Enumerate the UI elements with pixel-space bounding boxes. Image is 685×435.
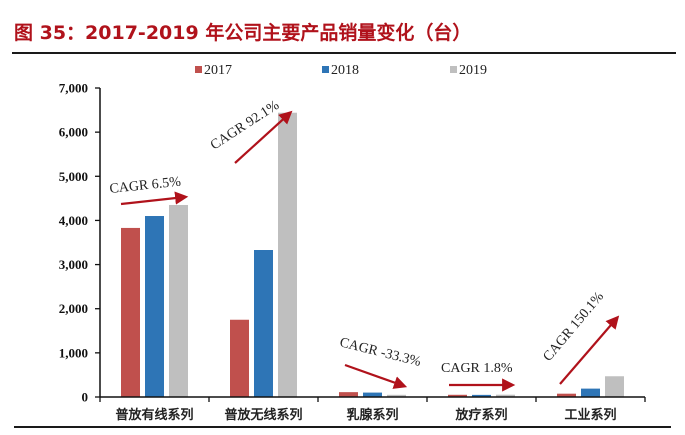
trend-arrow-icon	[234, 110, 293, 164]
trend-arrow-icon	[559, 315, 620, 385]
bar-2018	[145, 216, 164, 397]
bar-2019	[605, 376, 624, 397]
category-label: 乳腺系列	[346, 407, 398, 423]
y-tick-label: 3,000	[59, 257, 88, 272]
bar-2017	[557, 393, 576, 397]
bar-2018	[254, 250, 273, 397]
y-axis: 0 1,000 2,000 3,000 4,000 5,000 6,000 7,000	[59, 81, 101, 405]
legend-label: 2018	[331, 63, 359, 78]
bar-2019	[496, 394, 515, 397]
bottom-divider	[14, 426, 671, 428]
legend-swatch-2018	[322, 66, 329, 73]
y-tick-label: 1,000	[59, 345, 88, 360]
y-tick-label: 5,000	[59, 169, 88, 184]
bar-2017	[448, 394, 467, 397]
bar-2019	[387, 394, 406, 397]
trend-arrow-icon	[120, 191, 189, 206]
cagr-label: CAGR 92.1%	[208, 98, 282, 154]
category-label: 工业系列	[564, 407, 616, 423]
cagr-label: CAGR 1.8%	[441, 361, 513, 376]
y-tick-label: 4,000	[59, 213, 88, 228]
cagr-label: CAGR 150.1%	[541, 289, 608, 364]
y-tick-label: 2,000	[59, 301, 88, 316]
y-tick-label: 0	[82, 390, 89, 405]
bar-2019	[278, 112, 297, 397]
bar-2018	[472, 394, 491, 397]
cagr-label: CAGR -33.3%	[338, 335, 423, 370]
legend-swatch-2019	[450, 66, 457, 73]
trend-arrow-icon	[344, 363, 408, 389]
x-axis: 普放有线系列 普放无线系列 乳腺系列 放疗系列 工业系列	[99, 396, 646, 423]
legend-label: 2017	[204, 63, 232, 78]
legend-label: 2019	[459, 63, 487, 78]
y-tick-label: 6,000	[59, 125, 88, 140]
bar-2017	[339, 392, 358, 397]
bar-2018	[581, 388, 600, 397]
bar-2017	[230, 319, 249, 397]
category-label: 放疗系列	[454, 407, 507, 423]
legend-swatch-2017	[195, 66, 202, 73]
bar-2019	[169, 204, 188, 397]
bar-2018	[363, 392, 382, 397]
bars	[121, 112, 624, 397]
bar-2017	[121, 227, 140, 397]
figure-title: 图 35：2017-2019 年公司主要产品销量变化（台）	[14, 22, 472, 44]
category-label: 普放无线系列	[224, 407, 302, 423]
category-label: 普放有线系列	[115, 407, 193, 423]
legend: 2017 2018 2019	[195, 63, 487, 78]
y-tick-label: 7,000	[59, 81, 88, 96]
cagr-label: CAGR 6.5%	[109, 175, 182, 197]
top-divider	[12, 52, 676, 54]
